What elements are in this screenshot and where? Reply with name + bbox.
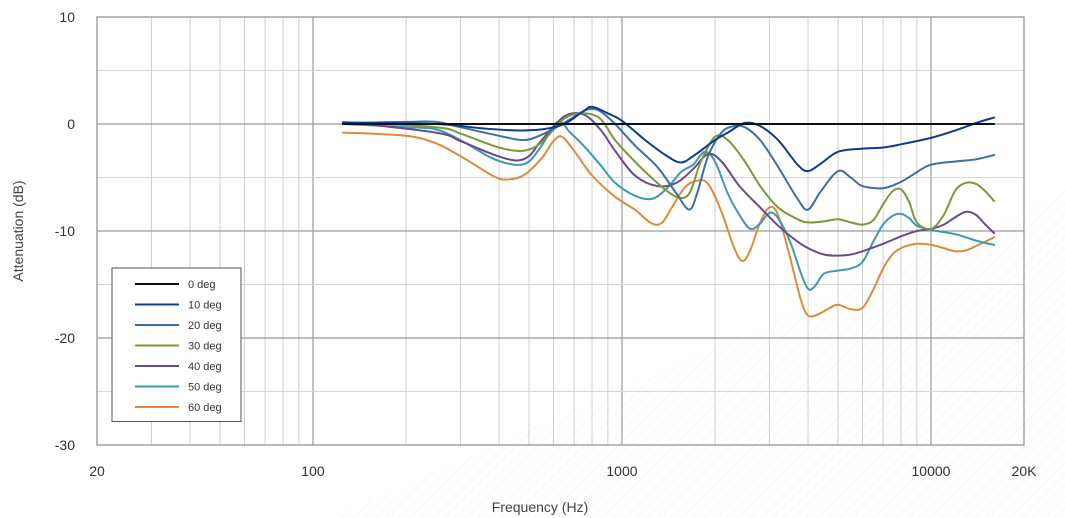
x-axis-title: Frequency (Hz) [492, 499, 588, 515]
x-tick-labels: 20 100 1000 10000 20K [89, 463, 1037, 479]
x-tick-label: 100 [301, 463, 325, 479]
x-tick-label: 1000 [606, 463, 637, 479]
y-axis-title: Attenuation (dB) [10, 180, 26, 281]
legend-label: 20 deg [188, 320, 222, 332]
series-line-20-deg [341, 107, 996, 211]
y-tick-label: -20 [55, 330, 75, 346]
legend-label: 40 deg [188, 361, 222, 373]
plot-frame [96, 16, 1025, 446]
y-tick-label: 0 [67, 116, 75, 132]
legend-label: 60 deg [188, 402, 222, 414]
background-watermark [330, 190, 1065, 518]
legend-label: 30 deg [188, 341, 222, 353]
series-line-30-deg [341, 112, 996, 231]
legend-label: 10 deg [188, 300, 222, 312]
legend: 0 deg 10 deg 20 deg 30 deg 40 deg 50 deg 60 de… [111, 267, 242, 422]
y-tick-label: -10 [55, 223, 75, 239]
x-tick-label: 20 [89, 463, 105, 479]
y-tick-label: 10 [59, 9, 75, 25]
x-tick-label: 10000 [912, 463, 951, 479]
legend-label: 50 deg [188, 382, 222, 394]
y-tick-label: -30 [55, 437, 75, 453]
x-tick-label: 20K [1012, 463, 1038, 479]
legend-label: 0 deg [188, 279, 216, 291]
series-line-10-deg [341, 105, 996, 173]
series-line-50-deg [341, 120, 996, 291]
series-layer [341, 105, 996, 318]
y-tick-labels: 10 0 -10 -20 -30 [55, 9, 75, 453]
series-line-60-deg [341, 131, 996, 318]
